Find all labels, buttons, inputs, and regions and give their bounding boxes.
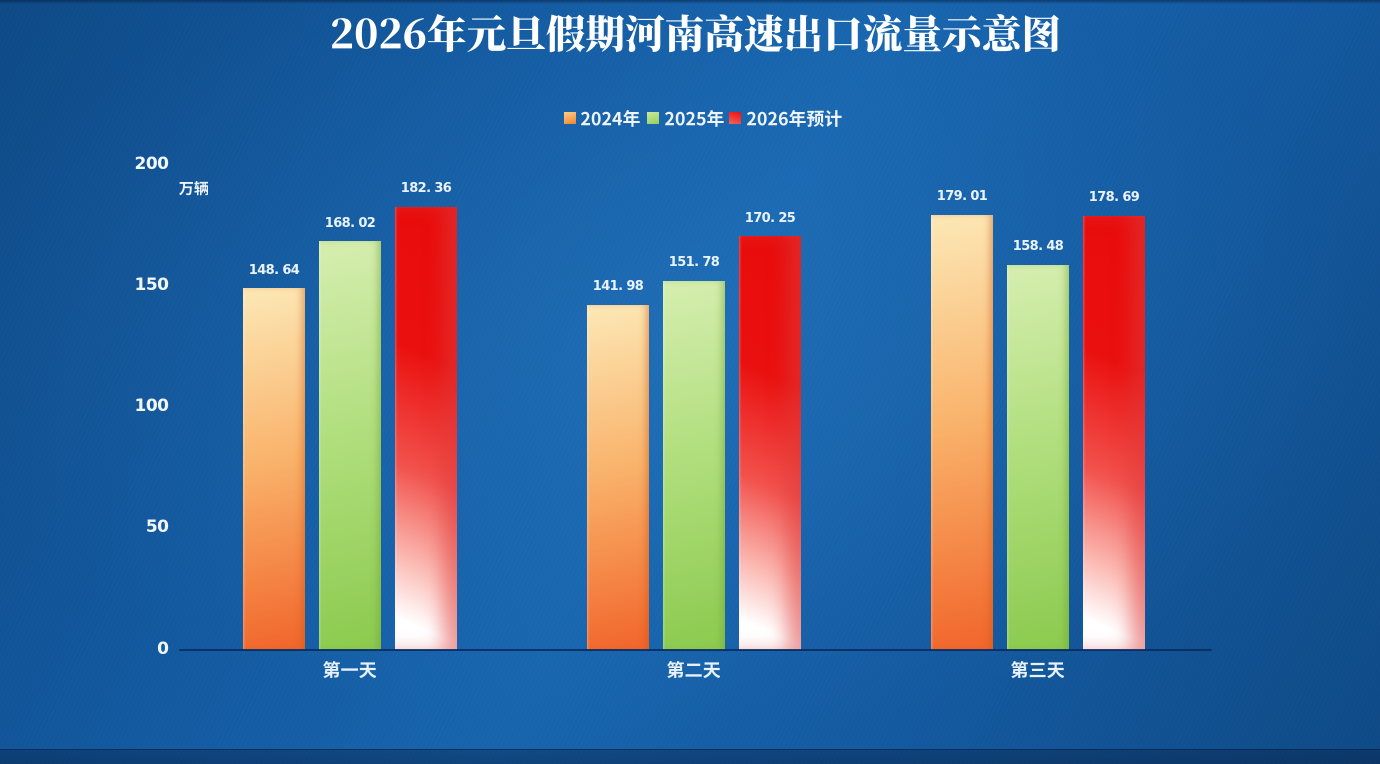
bar-series3-day1 xyxy=(395,206,457,651)
y-axis-unit-path xyxy=(178,181,209,196)
category-label-day3-path xyxy=(1010,661,1065,679)
y-tick-label-150: 150 xyxy=(134,275,170,296)
legend-swatch-2025 xyxy=(647,112,660,125)
y-tick-label-100: 100 xyxy=(134,396,170,417)
legend-label-2026-path xyxy=(747,109,842,127)
bottom-shade-band xyxy=(0,749,1380,764)
category-label-day2-path xyxy=(666,661,721,679)
bar-series1-day1 xyxy=(243,288,305,651)
y-tick-label-0: 0 xyxy=(157,638,169,659)
bar-value-label-series1-day2: 141. 98 xyxy=(592,279,644,295)
bar-value-label-series2-day1: 168. 02 xyxy=(324,215,376,231)
category-label-day1-glyphs xyxy=(322,661,377,679)
bar-value-label-series3-day3: 178. 69 xyxy=(1088,190,1140,206)
bar-value-label-series1-day1: 148. 64 xyxy=(248,262,300,278)
legend-label-2024-glyphs xyxy=(581,109,641,127)
category-label-day2-glyphs xyxy=(666,661,721,679)
y-axis-unit-glyphs xyxy=(178,181,209,196)
legend-label-2024-path xyxy=(581,109,641,127)
bar-value-label-series3-day2: 170. 25 xyxy=(744,210,796,226)
legend-label-2025-glyphs xyxy=(665,109,724,127)
legend-swatch-2024 xyxy=(563,112,576,125)
bar-series2-day3 xyxy=(1007,264,1069,651)
y-tick-label-50: 50 xyxy=(145,517,169,538)
bar-value-label-series1-day3: 179. 01 xyxy=(936,189,988,205)
bar-value-label-series2-day3: 158. 48 xyxy=(1012,239,1064,255)
legend-label-2025-path xyxy=(665,109,724,127)
bar-series3-day3 xyxy=(1083,215,1145,651)
category-label-day1-path xyxy=(322,661,377,679)
bar-value-label-series2-day2: 151. 78 xyxy=(668,255,720,271)
x-axis-line xyxy=(179,648,1212,651)
chart-title-glyphs xyxy=(332,14,1059,53)
y-tick-label-200: 200 xyxy=(134,154,170,174)
bar-series2-day2 xyxy=(663,280,725,651)
bar-series3-day2 xyxy=(739,236,801,651)
legend-label-2026-glyphs xyxy=(747,109,842,127)
bar-series2-day1 xyxy=(319,241,381,651)
top-shade-band xyxy=(0,0,1380,4)
category-label-day3-glyphs xyxy=(1010,661,1065,679)
legend-swatch-2026 xyxy=(729,112,741,125)
bar-series1-day2 xyxy=(587,304,649,651)
bar-value-label-series3-day1: 182. 36 xyxy=(400,181,452,197)
bar-series1-day3 xyxy=(931,214,993,651)
chart-title-path xyxy=(332,14,1059,53)
